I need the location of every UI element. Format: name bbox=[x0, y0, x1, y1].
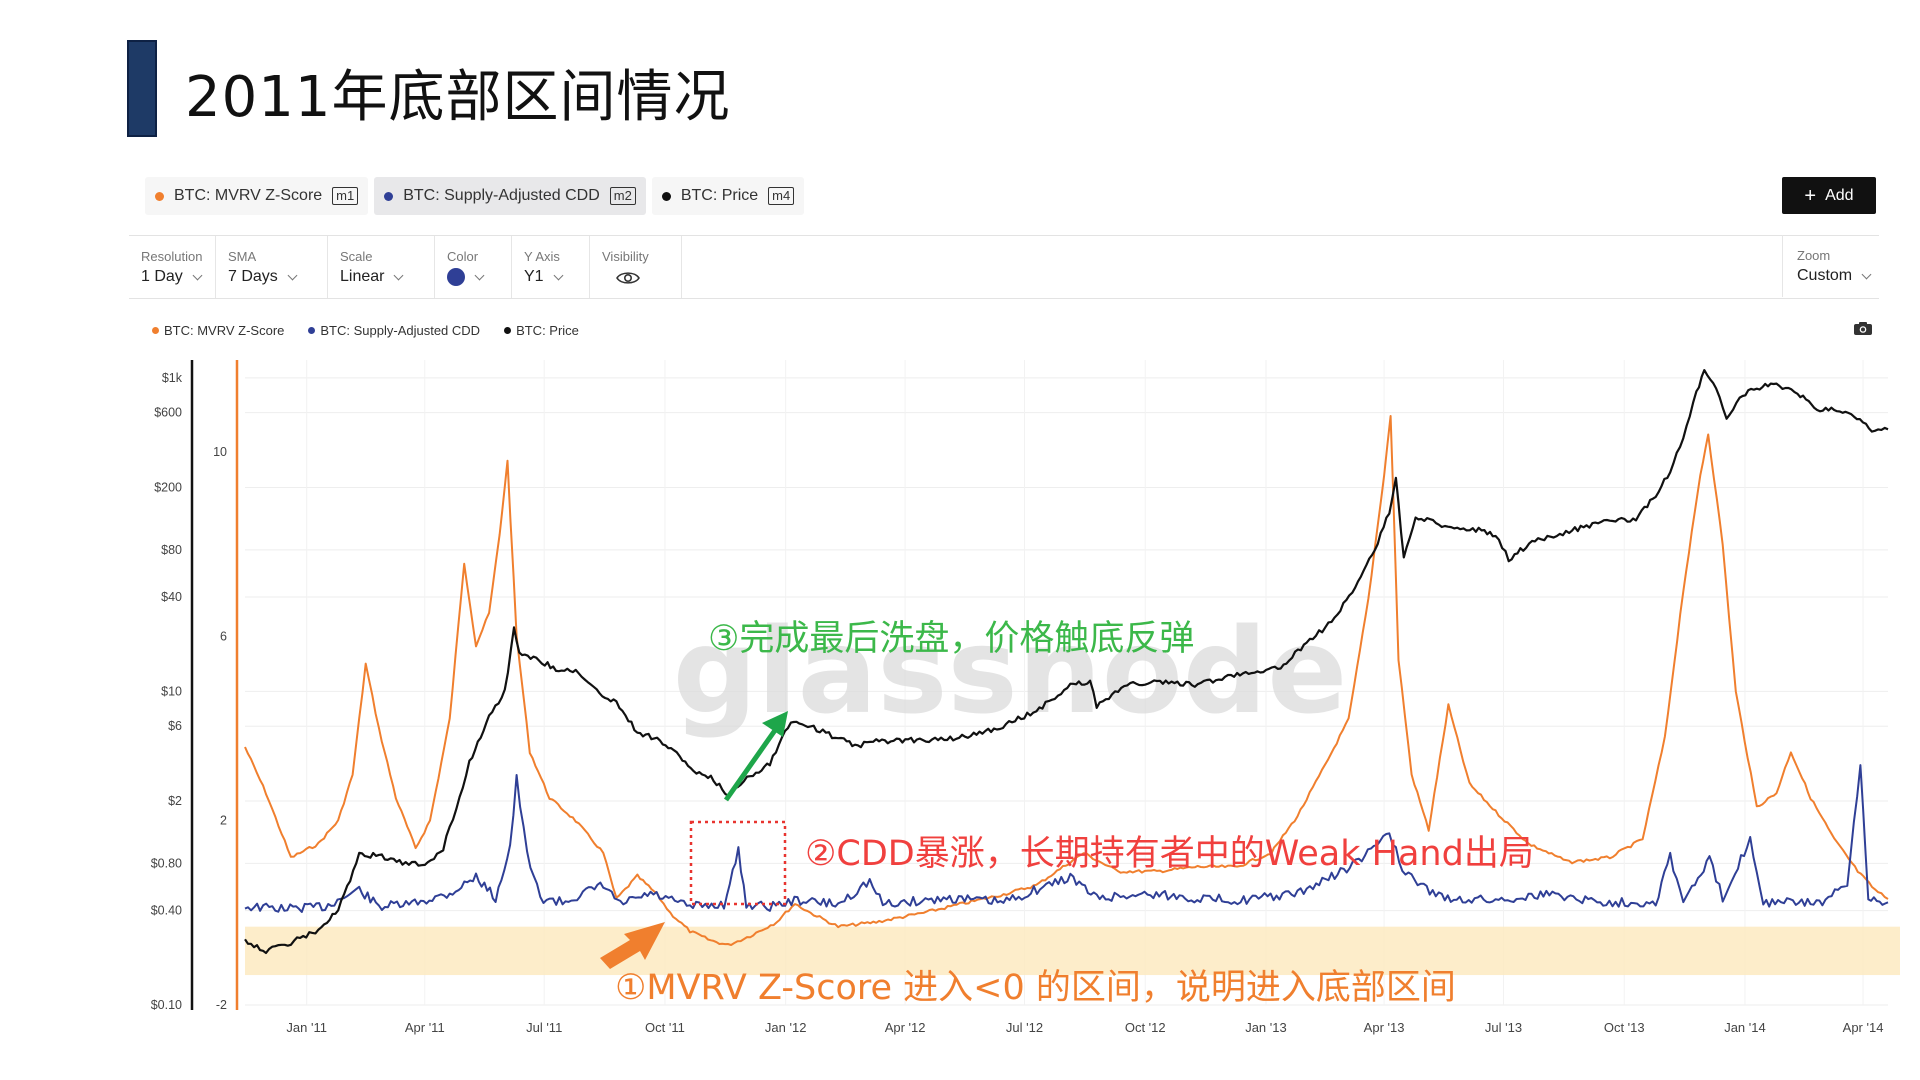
supply-adjusted-cdd-line bbox=[244, 764, 1889, 913]
metric-tabs: BTC: MVRV Z-Score m1 BTC: Supply-Adjuste… bbox=[145, 177, 805, 215]
series-lines bbox=[244, 369, 1889, 955]
y-axis-label: Y Axis bbox=[524, 249, 560, 264]
color-label: Color bbox=[447, 249, 479, 264]
price-tick-label: $40 bbox=[161, 590, 182, 604]
price-tick-label: $0.40 bbox=[151, 904, 182, 918]
x-tick-label: Jan '12 bbox=[765, 1020, 807, 1035]
orange-dot-icon bbox=[155, 191, 164, 201]
zscore-highlight-band bbox=[245, 926, 1900, 976]
y-axis-value: Y1 bbox=[524, 268, 544, 285]
resolution-select[interactable]: Resolution 1 Day bbox=[129, 236, 216, 298]
price-tick-label: $10 bbox=[161, 684, 182, 698]
x-tick-label: Jul '12 bbox=[1006, 1020, 1043, 1035]
x-tick-label: Jan '11 bbox=[286, 1020, 327, 1035]
legend-item-cdd[interactable]: BTC: Supply-Adjusted CDD bbox=[308, 323, 480, 338]
sma-label: SMA bbox=[228, 249, 257, 264]
color-swatch bbox=[447, 268, 465, 286]
price-line bbox=[244, 369, 1889, 955]
zoom-label: Zoom bbox=[1797, 248, 1831, 263]
visibility-toggle[interactable]: Visibility bbox=[590, 236, 682, 298]
zscore-tick-label: 10 bbox=[213, 445, 227, 459]
zscore-tick-label: -2 bbox=[216, 998, 227, 1012]
y-axis-select[interactable]: Y Axis Y1 bbox=[512, 236, 590, 298]
black-dot-icon bbox=[661, 191, 671, 201]
scale-label: Scale bbox=[340, 249, 373, 264]
x-tick-label: Oct '13 bbox=[1604, 1020, 1645, 1035]
price-axis-ticks: $1k $600 $200 $80 $40 $10 $6 $2 $0.80 $0.40 $0.10 bbox=[151, 371, 183, 1012]
legend-label: BTC: MVRV Z-Score bbox=[164, 323, 285, 338]
chart-toolbar: Resolution 1 Day SMA 7 Days Scale Linear… bbox=[129, 235, 1879, 299]
camera-icon[interactable] bbox=[1853, 321, 1873, 336]
price-tick-label: $0.80 bbox=[151, 856, 182, 870]
x-tick-label: Jan '13 bbox=[1245, 1020, 1287, 1035]
legend-label: BTC: Supply-Adjusted CDD bbox=[320, 323, 481, 338]
scale-value: Linear bbox=[340, 268, 385, 285]
annotation-3: ③完成最后洗盘，价格触底反弹 bbox=[708, 619, 1194, 659]
x-tick-label: Jul '13 bbox=[1485, 1020, 1522, 1035]
tab-mvrv-zscore[interactable]: BTC: MVRV Z-Score m1 bbox=[145, 177, 369, 215]
price-tick-label: $1k bbox=[162, 371, 183, 385]
price-tick-label: $600 bbox=[154, 406, 182, 420]
legend-item-mvrv[interactable]: BTC: MVRV Z-Score bbox=[152, 323, 284, 338]
mvrv-zscore-line bbox=[244, 415, 1889, 946]
zoom-value: Custom bbox=[1797, 267, 1853, 284]
blue-dot-icon bbox=[308, 327, 316, 334]
metric-badge: m4 bbox=[768, 187, 795, 205]
plus-icon: + bbox=[1804, 184, 1817, 207]
x-tick-label: Jan '14 bbox=[1724, 1020, 1766, 1035]
cdd-spike-dotted-box bbox=[689, 820, 787, 906]
green-arrow-icon bbox=[723, 711, 788, 802]
slide-title: 2011年底部区间情况 bbox=[185, 65, 731, 130]
tab-label: BTC: Price bbox=[680, 187, 759, 204]
x-tick-label: Oct '11 bbox=[645, 1020, 685, 1035]
tab-price[interactable]: BTC: Price m4 bbox=[651, 177, 805, 215]
add-button[interactable]: + Add bbox=[1782, 177, 1876, 214]
x-tick-label: Apr '13 bbox=[1364, 1020, 1405, 1035]
price-tick-label: $80 bbox=[161, 543, 182, 557]
price-tick-label: $200 bbox=[154, 480, 182, 494]
black-dot-icon bbox=[504, 327, 512, 334]
price-tick-label: $0.10 bbox=[151, 998, 182, 1012]
price-tick-label: $2 bbox=[168, 794, 182, 808]
annotation-1: ①MVRV Z-Score 进入<0 的区间，说明进入底部区间 bbox=[615, 968, 1456, 1008]
zscore-axis-ticks: 10 6 2 -2 bbox=[213, 445, 227, 1012]
x-tick-label: Apr '11 bbox=[405, 1020, 445, 1035]
x-tick-label: Oct '12 bbox=[1125, 1020, 1166, 1035]
sma-select[interactable]: SMA 7 Days bbox=[216, 236, 328, 298]
eye-icon bbox=[616, 272, 640, 284]
scale-select[interactable]: Scale Linear bbox=[328, 236, 435, 298]
resolution-label: Resolution bbox=[141, 249, 203, 264]
x-tick-label: Apr '12 bbox=[885, 1020, 926, 1035]
x-tick-label: Jul '11 bbox=[526, 1020, 562, 1035]
x-tick-label: Apr '14 bbox=[1843, 1020, 1884, 1035]
tab-label: BTC: MVRV Z-Score bbox=[174, 187, 323, 204]
chart-legend: BTC: MVRV Z-Score BTC: Supply-Adjusted C… bbox=[152, 323, 579, 338]
x-axis-ticks: Jan '11 Apr '11 Jul '11 Oct '11 Jan '12 Apr '… bbox=[286, 1020, 1883, 1035]
visibility-label: Visibility bbox=[602, 249, 649, 264]
zscore-tick-label: 6 bbox=[220, 629, 227, 643]
title-accent-bar bbox=[127, 40, 157, 137]
add-button-label: Add bbox=[1825, 186, 1854, 204]
zoom-select[interactable]: Zoom Custom bbox=[1782, 235, 1879, 297]
metric-badge: m1 bbox=[332, 187, 359, 205]
resolution-value: 1 Day bbox=[141, 268, 183, 285]
metric-badge: m2 bbox=[609, 187, 636, 205]
zscore-tick-label: 2 bbox=[220, 814, 227, 828]
sma-value: 7 Days bbox=[228, 268, 278, 285]
tab-supply-adjusted-cdd[interactable]: BTC: Supply-Adjusted CDD m2 bbox=[374, 177, 646, 215]
color-select[interactable]: Color bbox=[435, 236, 512, 298]
orange-dot-icon bbox=[152, 327, 159, 334]
legend-item-price[interactable]: BTC: Price bbox=[504, 323, 579, 338]
blue-dot-icon bbox=[384, 191, 394, 201]
annotation-2: ②CDD暴涨，长期持有者中的Weak Hand出局 bbox=[805, 834, 1534, 874]
price-tick-label: $6 bbox=[168, 719, 182, 733]
orange-arrow-icon bbox=[600, 922, 665, 969]
tab-label: BTC: Supply-Adjusted CDD bbox=[403, 187, 600, 204]
legend-label: BTC: Price bbox=[516, 323, 579, 338]
